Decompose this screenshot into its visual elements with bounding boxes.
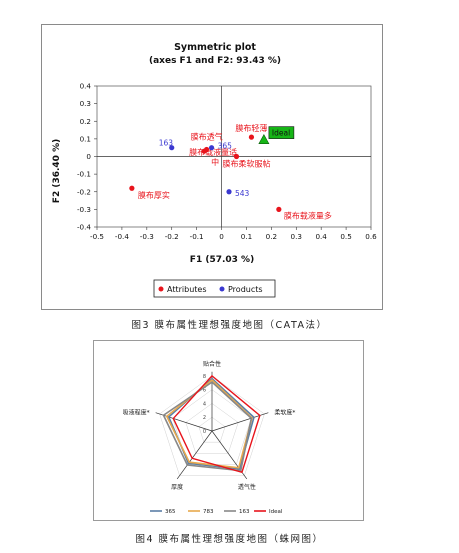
radar-scale-label: 4 [203,401,206,407]
radar-scale-label: 8 [203,374,206,380]
radar-axis-label: 透气性 [238,483,256,491]
y-axis-label: F2 (36.40 %) [52,139,62,203]
radar-grid-ring [159,375,265,476]
x-tick-label: 0.3 [291,232,302,241]
radar-chart-frame: 0 2 4 6 8 贴合性柔软度* 透气性 厚度 吸液程度* 365 783 163 Ideal [93,340,364,521]
x-tick-label: 0.1 [241,232,252,241]
radar-series-line [167,377,255,470]
x-tick-label: 0 [219,232,224,241]
radar-scale-label: 2 [203,415,206,421]
y-tick-label: -0.1 [77,170,91,179]
y-tick-label: -0.4 [77,223,91,232]
radar-legend-label: Ideal [269,509,283,515]
symmetric-plot-chart: Symmetric plot (axes F1 and F2: 93.43 %)… [52,42,377,298]
legend: Attributes Products [153,279,276,298]
figure-3-caption: 图3 膜布属性理想强度地图（CATA法） [131,320,328,331]
ideal-point [258,134,270,144]
radar-series-line [162,381,253,472]
y-tick-label: 0.2 [80,117,91,126]
radar-axis-label: 柔软度* [274,409,295,417]
ideal-label: Ideal [272,129,290,138]
radar-series-line [165,378,253,469]
attribute-point [201,148,207,154]
y-tick-label: 0 [86,152,91,161]
attribute-label: 膜布柔软服帖 [222,159,270,169]
x-tick-label: -0.3 [140,232,154,241]
ideal-label-box [268,126,295,139]
attribute-point [248,134,255,140]
x-tick-label: 0.6 [365,232,377,241]
x-tick-label: -0.2 [165,232,179,241]
y-tick-label: 0.4 [80,82,92,91]
radar-axis-label: 贴合性 [203,360,221,368]
chart-subtitle: (axes F1 and F2: 93.43 %) [149,56,281,66]
radar-axis-label: 厚度 [171,483,183,491]
attribute-point [129,185,135,191]
legend-attributes-marker [158,286,164,292]
x-axis-label: F1 (57.03 %) [190,255,254,265]
legend-products-label: Products [228,285,263,294]
product-point [208,145,215,151]
chart-title: Symmetric plot [174,42,256,53]
x-tick-label: -0.1 [190,232,204,241]
radar-spoke [176,430,213,480]
attribute-point [233,153,240,160]
symmetric-plot-frame: Symmetric plot (axes F1 and F2: 93.43 %)… [41,24,383,310]
radar-spoke [211,412,269,432]
y-tick-label: 0.1 [80,134,91,143]
radar-axis-label: 吸液程度* [123,409,150,417]
radar-grid-ring [185,403,239,454]
x-tick-label: 0.4 [315,232,327,241]
y-tick-label: 0.3 [80,99,91,108]
attribute-label: 膜布透气 [191,131,223,141]
product-point [169,145,175,151]
x-tick-label: 0.2 [266,232,277,241]
radar-legend-label: 783 [203,509,214,515]
x-tick-label: 0.5 [340,232,351,241]
radar-scale-label: 6 [203,388,206,394]
attribute-point [276,206,282,212]
radar-series-line [172,374,261,474]
y-tick-label: -0.2 [77,187,91,196]
radar-legend-label: 365 [165,509,176,515]
attribute-label: 膜布厚实 [138,190,170,200]
product-point [226,189,232,195]
attribute-label: 膜布载液量适中 [189,147,237,167]
radar-spoke [155,412,213,432]
legend-products-marker [219,286,225,292]
product-label: 365 [218,142,233,151]
legend-attributes-label: Attributes [167,285,207,294]
y-tick-label: -0.3 [77,205,91,214]
attribute-label: 膜布轻薄 [235,123,267,133]
x-tick-label: -0.5 [90,232,104,241]
product-label: 163 [159,139,174,148]
legend-box [153,279,276,298]
radar-legend-label: 163 [239,509,250,515]
radar-scale-label: 0 [203,429,206,435]
attribute-label: 膜布载液量多 [284,210,332,220]
figure-4-caption: 图4 膜布属性理想强度地图（蛛网图） [135,534,324,545]
x-tick-label: -0.4 [115,232,129,241]
radar-grid-ring [198,416,226,443]
product-label: 543 [235,189,250,198]
